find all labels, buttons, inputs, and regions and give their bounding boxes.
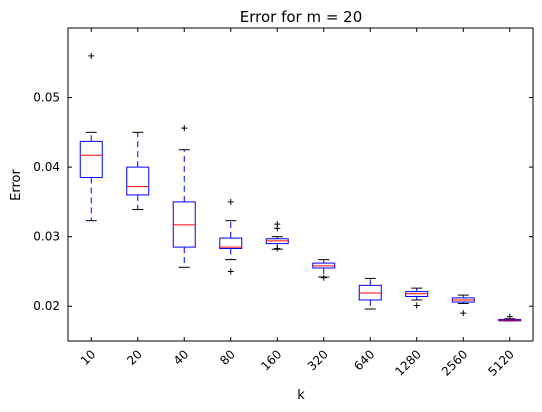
x-tick-label: 40	[171, 347, 192, 368]
box-iqr	[79, 140, 103, 179]
flier-marker	[227, 198, 234, 205]
flier-marker	[181, 125, 188, 132]
x-tick-label: 640	[351, 347, 377, 373]
x-tick-label: 20	[124, 347, 145, 368]
box-series	[79, 52, 522, 322]
box-160	[265, 221, 289, 252]
box-640	[358, 277, 382, 310]
flier-marker	[274, 245, 281, 252]
box-40	[172, 125, 196, 268]
x-axis: 10 20 40 80 160 320 640 1280 2560 5120	[78, 28, 517, 379]
y-tick-label: 0.04	[33, 160, 60, 174]
x-axis-label: k	[297, 388, 305, 403]
flier-marker	[88, 52, 95, 59]
x-tick-label: 320	[305, 347, 331, 373]
y-tick-label: 0.03	[33, 230, 60, 244]
flier-marker	[506, 313, 513, 320]
flier-marker	[320, 274, 327, 281]
box-2560	[451, 294, 475, 317]
y-tick-label: 0.05	[33, 91, 60, 105]
x-tick-label: 10	[78, 347, 99, 368]
box-20	[126, 131, 150, 211]
plot-frame	[67, 27, 534, 342]
box-320	[312, 259, 336, 281]
x-tick-label: 5120	[485, 347, 516, 378]
y-axis-label: Error	[9, 169, 24, 201]
box-iqr	[126, 166, 150, 196]
y-tick-label: 0.02	[33, 299, 60, 313]
flier-marker	[413, 302, 420, 309]
x-tick-label: 2560	[439, 347, 470, 378]
flier-marker	[460, 310, 467, 317]
flier-marker	[274, 225, 281, 232]
x-tick-label: 160	[258, 347, 284, 373]
x-tick-label: 80	[217, 347, 238, 368]
box-1280	[405, 287, 429, 309]
box-10	[79, 52, 103, 222]
box-80	[219, 198, 243, 275]
box-iqr	[219, 237, 243, 249]
chart-title: Error for m = 20	[240, 8, 363, 26]
box-5120	[498, 313, 522, 322]
y-axis: 0.02 0.03 0.04 0.05	[33, 91, 533, 313]
x-tick-label: 1280	[392, 347, 423, 378]
flier-marker	[227, 268, 234, 275]
